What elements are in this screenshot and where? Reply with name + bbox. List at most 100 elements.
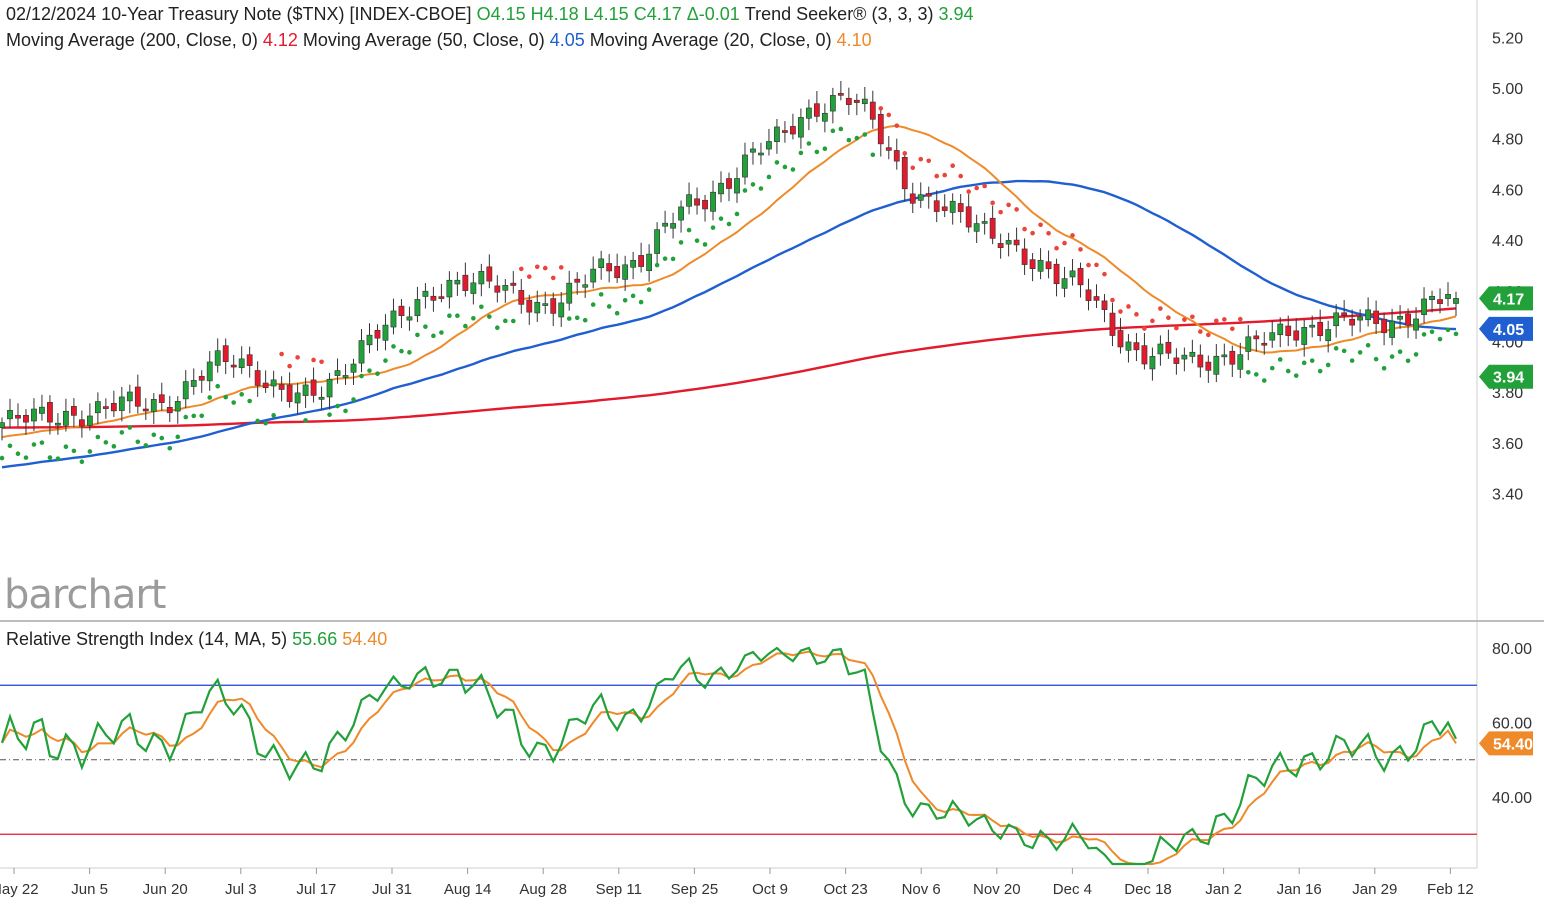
candle: [350, 358, 357, 385]
trend-seeker-dot: [566, 316, 572, 321]
trend-seeker-dot: [574, 315, 580, 321]
candle: [78, 410, 85, 438]
candle-body: [318, 396, 325, 400]
candle-body: [438, 296, 445, 299]
trend-seeker-dot: [854, 135, 860, 141]
trend-seeker-dot: [1261, 378, 1267, 383]
trend-seeker-dot: [518, 266, 524, 272]
trend-seeker-dot: [495, 325, 500, 331]
trend-seeker-dot: [646, 287, 652, 292]
candle-body: [1029, 259, 1036, 269]
candle-body: [270, 379, 277, 387]
trend-seeker-dot: [1030, 230, 1035, 236]
trend-seeker-dot: [1349, 358, 1355, 363]
trend-seeker-dot: [902, 151, 908, 156]
candle: [110, 390, 117, 417]
trend-seeker-dot: [79, 459, 85, 465]
candle: [782, 121, 788, 143]
candle-body: [1085, 289, 1092, 301]
candle-body: [662, 222, 668, 227]
candle-body: [758, 152, 764, 156]
candle: [1397, 305, 1403, 329]
candle-body: [1133, 342, 1140, 351]
candle: [278, 376, 285, 402]
candle-body: [1269, 332, 1276, 341]
trend-seeker-dot: [1317, 368, 1323, 374]
trend-seeker-dot: [271, 413, 276, 418]
candle: [510, 271, 517, 294]
candle-body: [518, 290, 525, 305]
candle-body: [861, 98, 868, 104]
trend-seeker-dot: [830, 128, 836, 134]
trend-seeker-dot: [918, 156, 924, 162]
trend-seeker-dot: [1237, 316, 1243, 322]
candle: [1349, 309, 1356, 337]
trend-seeker-dot: [1118, 309, 1123, 314]
candle-body: [805, 107, 812, 119]
candle: [917, 182, 924, 208]
candle-body: [1277, 323, 1284, 336]
candle: [470, 272, 477, 305]
candle: [813, 91, 820, 123]
candle: [1221, 343, 1228, 366]
x-tick-label: Sep 11: [596, 881, 642, 898]
trend-seeker-dot: [1341, 348, 1347, 354]
candle-body: [813, 103, 820, 117]
candle: [190, 368, 197, 395]
trend-seeker-dot: [431, 333, 436, 339]
candle-body: [1157, 343, 1164, 355]
ma50-line: [1, 179, 1457, 469]
candle: [1437, 288, 1443, 314]
x-tick-label: Jan 16: [1277, 881, 1322, 898]
trend-seeker-dot: [479, 304, 484, 310]
candle: [406, 306, 413, 331]
candle: [158, 382, 165, 411]
candle: [55, 413, 61, 435]
candle-body: [262, 382, 269, 389]
x-tick-label: Nov 6: [902, 881, 941, 898]
candle: [1133, 333, 1140, 362]
trend-seeker-dot: [926, 158, 932, 164]
candle-body: [774, 126, 780, 143]
candle: [39, 394, 45, 421]
trend-seeker-dot: [846, 137, 852, 143]
candle-body: [39, 406, 45, 414]
candle-body: [829, 95, 836, 112]
trend-seeker-dot: [606, 304, 612, 309]
candle: [550, 292, 557, 327]
trend-seeker-dot: [1006, 202, 1011, 208]
candle: [302, 377, 309, 408]
candle: [534, 290, 541, 322]
trend-seeker-dot: [958, 173, 963, 179]
candle: [574, 272, 581, 295]
trend-seeker-dot: [886, 112, 892, 118]
ma50-badge-shape: [1479, 316, 1533, 341]
x-tick-label: Jun 5: [71, 881, 108, 898]
trend-seeker-dot: [630, 293, 636, 299]
candle-body: [718, 182, 724, 195]
trend-seeker-dot: [550, 275, 556, 281]
candle: [430, 286, 437, 312]
trend-seeker-dot: [335, 403, 340, 409]
candle-body: [78, 419, 85, 427]
trend-seeker-dot: [223, 394, 228, 400]
x-tick-label: Sep 25: [671, 881, 719, 898]
candle-body: [542, 303, 549, 306]
rsi-ma-value: 54.40: [342, 629, 388, 649]
candle: [1085, 278, 1092, 311]
candle: [1045, 250, 1052, 279]
candle-body: [494, 285, 501, 293]
candle-body: [462, 274, 469, 291]
candle: [542, 291, 549, 314]
trend-seeker-dot: [678, 240, 684, 245]
trend-seeker-dot: [814, 149, 820, 155]
candle: [166, 395, 173, 423]
candle-body: [1053, 263, 1060, 284]
candle-body: [726, 178, 732, 189]
trend-seeker-dot: [399, 348, 404, 354]
candle: [238, 346, 245, 374]
trend-seeker-dot: [1285, 368, 1291, 374]
candle-body: [590, 268, 597, 283]
candle-body: [1445, 294, 1451, 299]
candle: [174, 396, 181, 424]
